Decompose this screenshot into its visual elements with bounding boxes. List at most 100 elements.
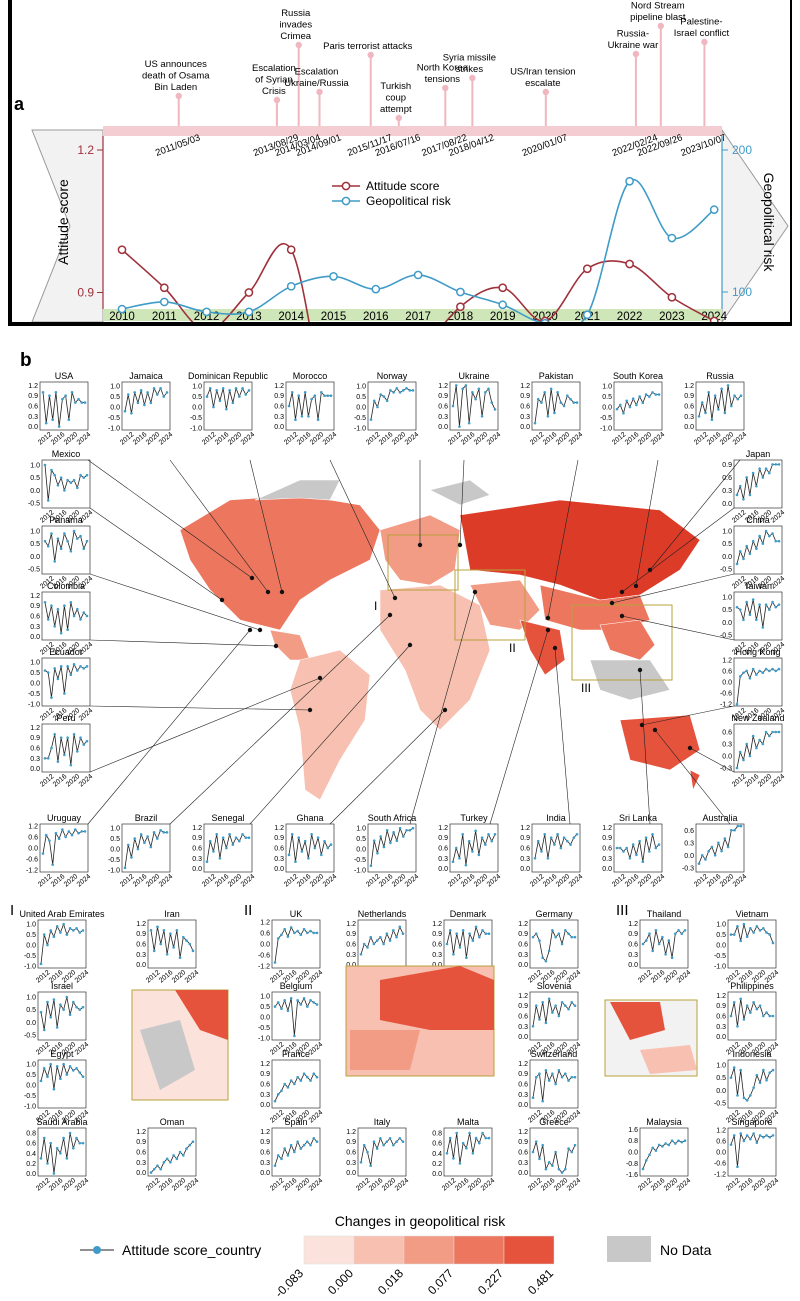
inset-y-tick-label: 0.3	[260, 1160, 270, 1167]
inset-point	[713, 854, 717, 857]
inset-point	[359, 1160, 363, 1164]
series-point	[244, 307, 254, 317]
leader-dot	[472, 589, 478, 595]
inset-point	[735, 605, 739, 609]
inset-point	[307, 856, 310, 860]
inset-point	[388, 939, 392, 942]
inset-x-tick-label: 2024	[650, 431, 667, 446]
inset-point	[452, 1157, 455, 1160]
color-scale-tick: 0.481	[525, 1266, 556, 1297]
inset-y-tick-label: 0.0	[356, 405, 366, 412]
event-dot	[542, 88, 550, 96]
inset-point	[395, 935, 398, 939]
inset-y-tick-label: 0.0	[628, 962, 638, 969]
inset-point	[573, 935, 577, 939]
inset-point	[534, 1004, 538, 1008]
leader-line	[89, 573, 261, 631]
inset-title: Slovenia	[537, 981, 572, 991]
leader-dot	[639, 722, 645, 728]
inset-point	[720, 849, 723, 853]
inset-x-tick-label: 2020	[473, 431, 490, 446]
inset-point	[53, 560, 56, 563]
inset-x-tick-label: 2024	[732, 431, 749, 446]
region-III-map-area	[640, 1045, 697, 1074]
inset-y-tick-label: 0.0	[274, 866, 284, 873]
inset-point	[454, 384, 458, 387]
inset-point	[69, 549, 73, 553]
inset-x-tick-label: 2012	[731, 773, 748, 788]
inset-point	[149, 845, 153, 849]
inset-title: Oman	[160, 1117, 185, 1127]
legend-label: Attitude score	[366, 179, 440, 193]
inset-point	[61, 828, 64, 831]
inset-x-tick-label: 2012	[145, 1177, 162, 1192]
inset-y-tick-label: 1.2	[346, 1129, 356, 1136]
inset-point	[247, 836, 251, 840]
leader-dot	[647, 567, 653, 573]
inset-point	[774, 730, 778, 734]
inset-y-tick-label: 0.0	[722, 501, 732, 508]
inset-x-tick-label: 2016	[132, 431, 149, 446]
inset-x-tick-label: 2024	[78, 707, 95, 722]
inset-y-tick-label: 0.0	[30, 554, 40, 561]
inset-x-tick-label: 2012	[447, 431, 464, 446]
inset-title: Iran	[164, 909, 180, 919]
inset-point	[742, 1096, 746, 1100]
inset-y-tick-label: 0.5	[26, 1072, 36, 1079]
event-dot	[273, 96, 281, 104]
inset-x-tick-label: 2012	[611, 873, 628, 888]
inset-point	[411, 826, 415, 830]
inset-frame	[529, 1059, 579, 1109]
inset-point	[635, 853, 638, 857]
inset-frame	[733, 525, 783, 575]
inset-x-tick-label: 2016	[542, 873, 559, 888]
inset-y-tick-label: 0.6	[716, 1138, 726, 1145]
inset-point	[732, 933, 736, 936]
inset-point	[732, 1066, 736, 1069]
inset-point	[445, 1151, 449, 1155]
inset-point	[726, 845, 730, 849]
inset-y-tick-label: 0.0	[274, 424, 284, 431]
series-point	[709, 205, 719, 214]
inset-point	[648, 1153, 651, 1157]
inset-y-tick-label: 0.3	[520, 414, 530, 421]
inset-x-tick-label: 2020	[171, 969, 188, 984]
leader-line	[89, 705, 311, 711]
inset-point	[312, 1001, 316, 1004]
inset-point	[536, 839, 540, 843]
inset-y-tick-label: 0.9	[260, 1139, 270, 1146]
event-label: tensions	[425, 74, 461, 85]
inset-y-tick-label: 0.3	[346, 952, 356, 959]
inset-x-tick-label: 2020	[391, 431, 408, 446]
inset-x-tick-label: 2024	[74, 1041, 91, 1056]
inset-y-tick-label: 0.6	[684, 404, 694, 411]
inset-point	[389, 841, 392, 845]
inset-point	[553, 411, 556, 415]
inset-frame	[367, 381, 417, 431]
inset-point	[566, 394, 569, 398]
inset-point	[59, 547, 63, 551]
inset-point	[133, 391, 136, 394]
map-arctic-islands	[254, 479, 341, 501]
inset-point	[543, 832, 546, 836]
inset-frame	[529, 919, 579, 969]
inset-y-tick-label: -1.0	[714, 963, 726, 970]
inset-point	[72, 929, 75, 932]
inset-point	[657, 393, 661, 396]
leader-dot	[219, 597, 225, 603]
inset-y-tick-label: 0.3	[30, 624, 40, 631]
inset-point	[41, 852, 45, 855]
inset-point	[755, 547, 758, 551]
inset-point	[300, 414, 304, 418]
inset-y-tick-label: 0.3	[136, 952, 146, 959]
inset-point	[648, 395, 651, 398]
inset-point	[657, 1143, 661, 1147]
inset-point	[567, 932, 570, 936]
inset-point	[752, 1000, 755, 1004]
inset-point	[738, 608, 742, 611]
inset-point	[79, 473, 82, 477]
inset-x-tick-label: 2016	[132, 873, 149, 888]
inset-y-tick-label: 0.6	[274, 404, 284, 411]
